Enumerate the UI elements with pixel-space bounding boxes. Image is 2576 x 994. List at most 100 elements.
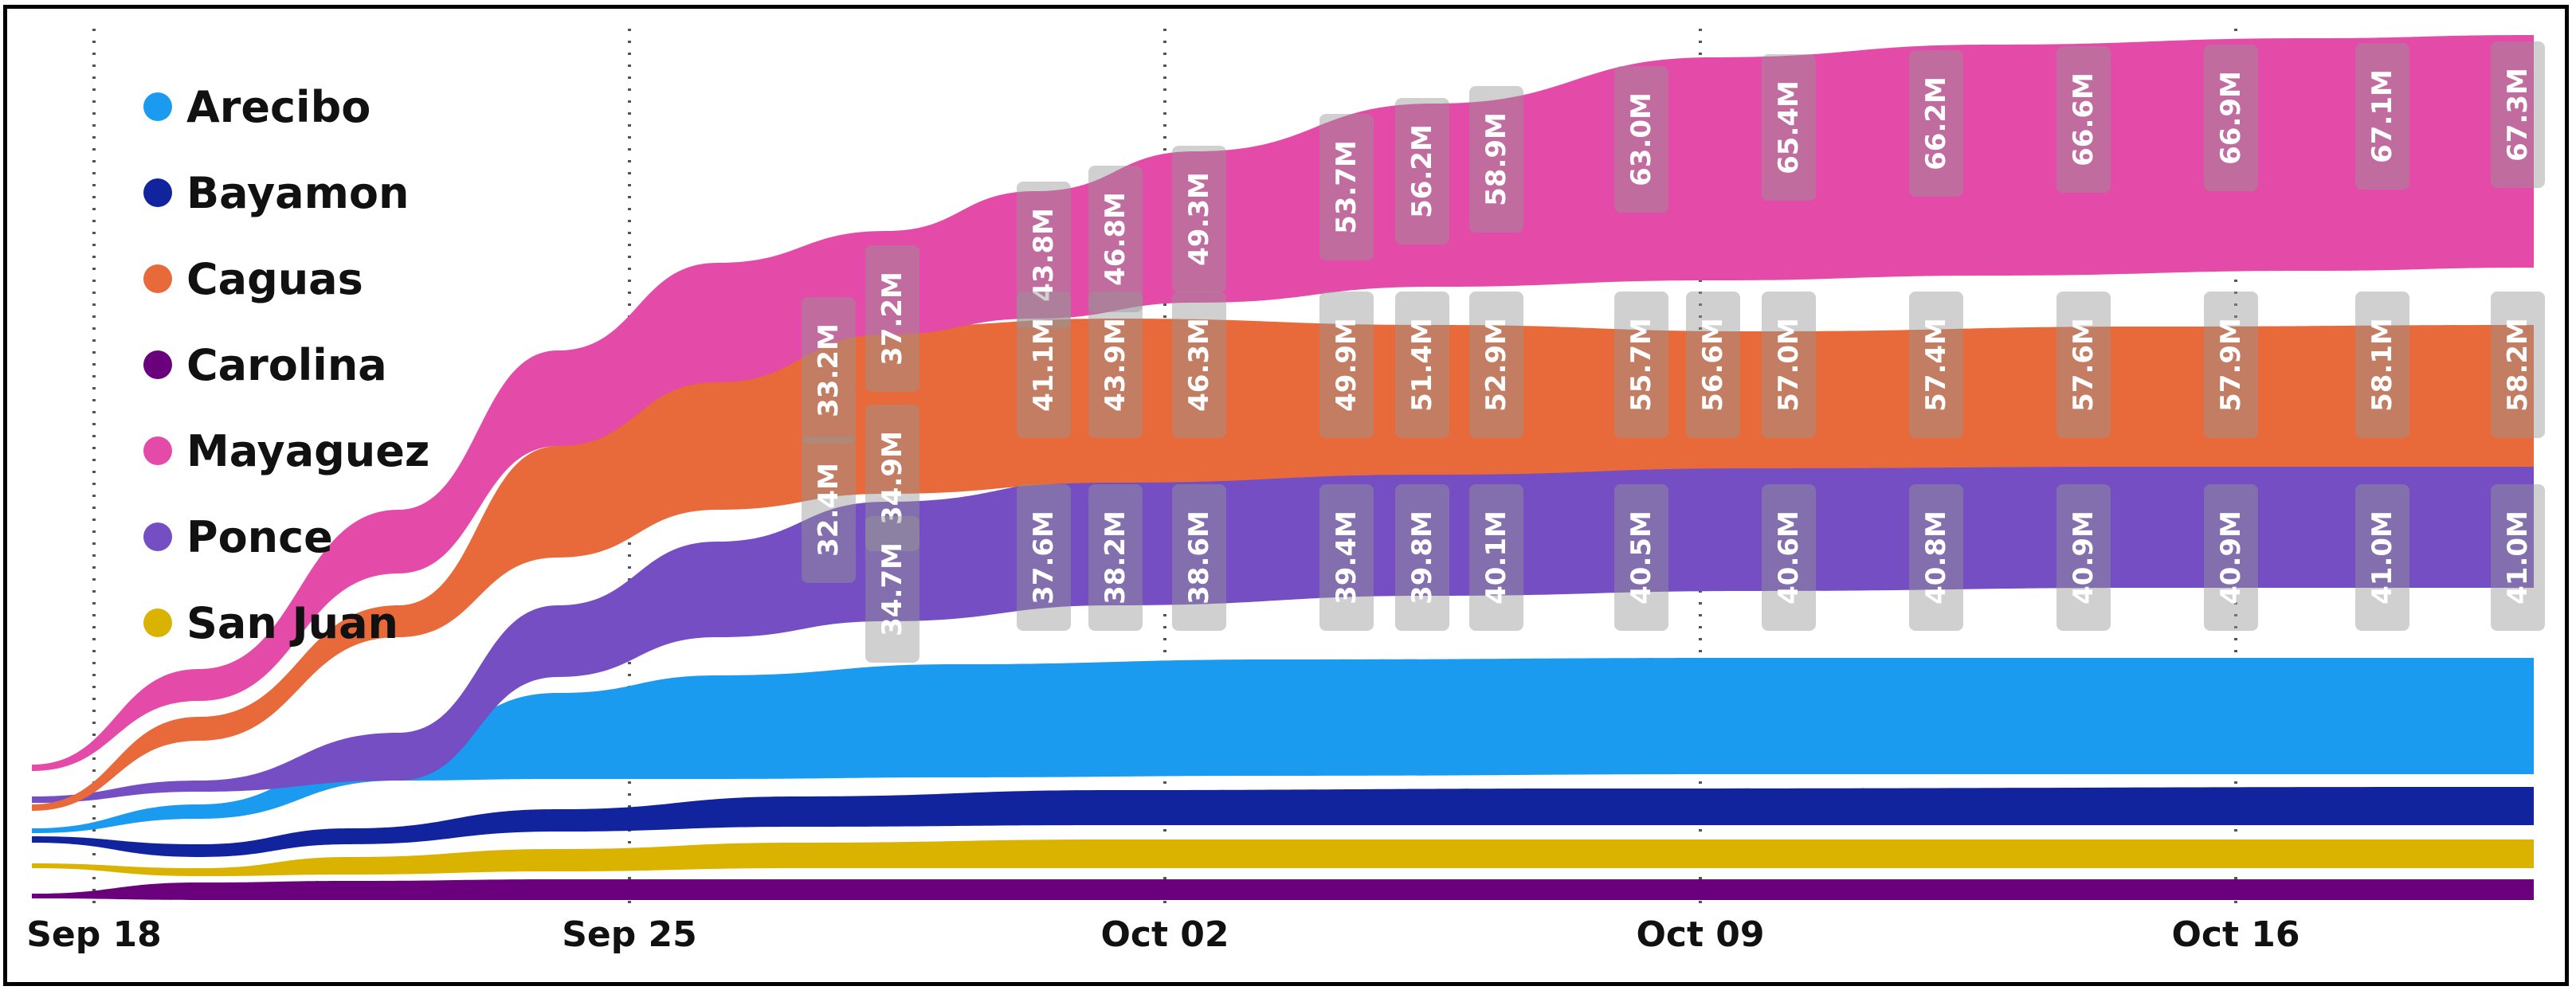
- svg-text:40.6M: 40.6M: [1773, 511, 1805, 605]
- data-label-ponce-11: 57.6M: [2056, 292, 2111, 438]
- data-label-mayaguez-7: 58.9M: [1469, 86, 1523, 233]
- ribbon-arecibo[interactable]: [32, 658, 2534, 833]
- data-label-mayaguez-12: 66.9M: [2204, 45, 2258, 191]
- legend: Arecibo Bayamon Caguas Carolina Mayaguez…: [143, 64, 429, 666]
- svg-text:52.9M: 52.9M: [1480, 318, 1512, 412]
- svg-text:40.5M: 40.5M: [1625, 511, 1657, 605]
- ribbon-carolina[interactable]: [32, 879, 2534, 900]
- data-label-ponce-13: 58.1M: [2355, 292, 2409, 438]
- data-label-ponce-14: 58.2M: [2491, 292, 2545, 438]
- data-label-mayaguez-2: 43.8M: [1017, 182, 1071, 328]
- svg-text:67.3M: 67.3M: [2502, 68, 2534, 162]
- svg-text:46.3M: 46.3M: [1183, 318, 1215, 412]
- svg-text:32.4M: 32.4M: [813, 463, 845, 557]
- svg-text:55.7M: 55.7M: [1625, 318, 1657, 412]
- x-tick-label-sep-18: Sep 18: [26, 914, 162, 955]
- legend-item-bayamon[interactable]: Bayamon: [143, 150, 429, 236]
- svg-text:57.4M: 57.4M: [1920, 318, 1952, 412]
- svg-text:34.7M: 34.7M: [876, 542, 908, 636]
- data-label-mayaguez-4: 49.3M: [1172, 146, 1226, 292]
- svg-text:40.8M: 40.8M: [1920, 511, 1952, 605]
- svg-text:37.2M: 37.2M: [876, 272, 908, 366]
- data-label-caguas-1: 34.7M: [865, 516, 919, 663]
- svg-text:51.4M: 51.4M: [1406, 318, 1438, 412]
- data-label-mayaguez-3: 46.8M: [1088, 166, 1143, 312]
- svg-text:49.3M: 49.3M: [1183, 172, 1215, 266]
- x-tick-label-oct-16: Oct 16: [2171, 914, 2300, 955]
- svg-text:56.2M: 56.2M: [1406, 124, 1438, 218]
- svg-text:37.6M: 37.6M: [1028, 511, 1060, 605]
- data-label-caguas-5: 39.4M: [1319, 484, 1374, 631]
- legend-marker-ponce: [143, 522, 172, 551]
- svg-text:41.0M: 41.0M: [2366, 511, 2398, 605]
- svg-text:58.9M: 58.9M: [1480, 112, 1512, 206]
- legend-label-san-juan: San Juan: [186, 597, 398, 648]
- svg-text:57.0M: 57.0M: [1773, 318, 1805, 412]
- x-tick-label-oct-02: Oct 02: [1100, 914, 1229, 955]
- data-label-mayaguez-5: 53.7M: [1319, 114, 1374, 260]
- legend-marker-san-juan: [143, 609, 172, 637]
- svg-text:39.8M: 39.8M: [1406, 511, 1438, 605]
- legend-marker-carolina: [143, 350, 172, 379]
- x-tick-label-sep-25: Sep 25: [562, 914, 697, 955]
- data-label-ponce-5: 51.4M: [1395, 292, 1449, 438]
- data-label-mayaguez-9: 65.4M: [1762, 54, 1816, 201]
- data-label-mayaguez-10: 66.2M: [1909, 50, 1963, 197]
- legend-item-carolina[interactable]: Carolina: [143, 322, 429, 408]
- legend-item-san-juan[interactable]: San Juan: [143, 580, 429, 666]
- data-label-mayaguez-0: 33.2M: [802, 297, 856, 444]
- svg-text:49.9M: 49.9M: [1331, 318, 1362, 412]
- data-label-caguas-10: 40.8M: [1909, 484, 1963, 631]
- data-label-mayaguez-11: 66.6M: [2056, 46, 2111, 193]
- svg-text:58.1M: 58.1M: [2366, 318, 2398, 412]
- data-label-caguas-3: 38.2M: [1088, 484, 1143, 631]
- legend-item-ponce[interactable]: Ponce: [143, 494, 429, 580]
- data-label-caguas-4: 38.6M: [1172, 484, 1226, 631]
- legend-label-arecibo: Arecibo: [186, 81, 371, 132]
- svg-text:38.6M: 38.6M: [1183, 511, 1215, 605]
- legend-item-caguas[interactable]: Caguas: [143, 236, 429, 322]
- data-label-mayaguez-6: 56.2M: [1395, 98, 1449, 245]
- data-label-mayaguez-1: 37.2M: [865, 245, 919, 392]
- svg-text:33.2M: 33.2M: [813, 323, 845, 417]
- svg-text:39.4M: 39.4M: [1331, 511, 1362, 605]
- svg-text:46.8M: 46.8M: [1100, 192, 1131, 286]
- svg-text:58.2M: 58.2M: [2502, 318, 2534, 412]
- ribbon-caguas[interactable]: [32, 319, 2534, 811]
- legend-item-arecibo[interactable]: Arecibo: [143, 64, 429, 150]
- data-label-caguas-9: 40.6M: [1762, 484, 1816, 631]
- data-label-caguas-14: 41.0M: [2491, 484, 2545, 631]
- svg-text:66.2M: 66.2M: [1920, 76, 1952, 170]
- legend-label-carolina: Carolina: [186, 339, 387, 390]
- legend-marker-bayamon: [143, 178, 172, 207]
- data-label-caguas-6: 39.8M: [1395, 484, 1449, 631]
- data-label-caguas-0: 32.4M: [802, 436, 856, 583]
- data-label-ponce-1: 41.1M: [1017, 292, 1071, 438]
- data-label-ponce-2: 43.9M: [1088, 292, 1143, 438]
- legend-label-mayaguez: Mayaguez: [186, 425, 430, 476]
- svg-text:43.8M: 43.8M: [1028, 208, 1060, 302]
- data-label-ponce-7: 55.7M: [1614, 292, 1668, 438]
- legend-marker-mayaguez: [143, 436, 172, 465]
- legend-marker-arecibo: [143, 92, 172, 121]
- data-label-caguas-8: 40.5M: [1614, 484, 1668, 631]
- ribbon-san-juan[interactable]: [32, 839, 2534, 876]
- svg-text:57.9M: 57.9M: [2215, 318, 2247, 412]
- svg-text:40.9M: 40.9M: [2215, 511, 2247, 605]
- svg-text:63.0M: 63.0M: [1625, 92, 1657, 186]
- legend-marker-caguas: [143, 264, 172, 293]
- svg-text:41.0M: 41.0M: [2502, 511, 2534, 605]
- data-label-ponce-4: 49.9M: [1319, 292, 1374, 438]
- data-label-ponce-8: 56.6M: [1686, 292, 1740, 438]
- svg-text:66.9M: 66.9M: [2215, 71, 2247, 165]
- ribbon-bayamon[interactable]: [32, 787, 2534, 857]
- svg-text:67.1M: 67.1M: [2366, 69, 2398, 163]
- ribbon-mayaguez[interactable]: [32, 35, 2534, 771]
- legend-item-mayaguez[interactable]: Mayaguez: [143, 408, 429, 494]
- data-label-ponce-6: 52.9M: [1469, 292, 1523, 438]
- data-label-mayaguez-14: 67.3M: [2491, 41, 2545, 188]
- data-label-ponce-12: 57.9M: [2204, 292, 2258, 438]
- data-label-ponce-9: 57.0M: [1762, 292, 1816, 438]
- svg-text:43.9M: 43.9M: [1100, 318, 1131, 412]
- ribbon-ponce[interactable]: [32, 444, 2534, 803]
